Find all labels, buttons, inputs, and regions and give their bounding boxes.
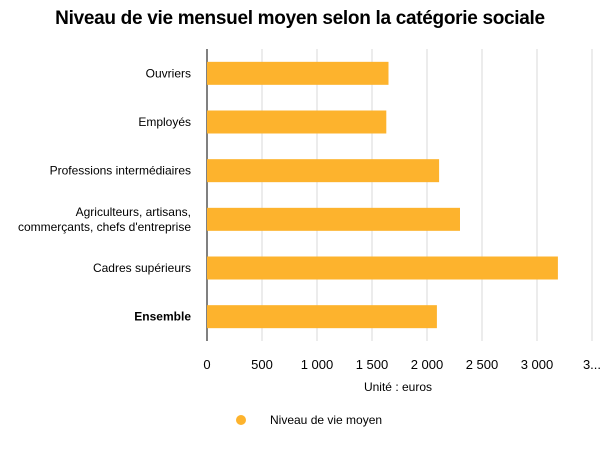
bar — [207, 110, 387, 134]
category-label: Cadres supérieurs — [93, 261, 191, 275]
bar — [207, 159, 440, 183]
x-tick-label: 2 000 — [411, 357, 444, 372]
category-label: Employés — [138, 115, 191, 129]
category-label: Professions intermédiaires — [50, 164, 191, 178]
x-tick-label: 3... — [583, 357, 600, 372]
bar — [207, 305, 437, 329]
legend: Niveau de vie moyen — [236, 413, 382, 427]
legend-label: Niveau de vie moyen — [270, 413, 383, 427]
x-tick-label: 500 — [251, 357, 273, 372]
category-label: Ouvriers — [146, 66, 191, 80]
category-label: Agriculteurs, artisans, — [76, 205, 191, 219]
bar — [207, 256, 558, 280]
category-label: commerçants, chefs d'entreprise — [18, 220, 191, 234]
bar-chart: 0 500 1 000 1 500 2 000 2 500 3 000 3... Unité :… — [18, 49, 600, 394]
x-tick-label: 3 000 — [521, 357, 554, 372]
chart-title: Niveau de vie mensuel moyen selon la cat… — [55, 8, 545, 29]
bar — [207, 61, 389, 85]
legend-marker-niveau-de-vie — [236, 415, 246, 425]
bar — [207, 207, 460, 231]
x-tick-label: 1 000 — [301, 357, 334, 372]
x-tick-label: 2 500 — [466, 357, 499, 372]
x-tick-label: 0 — [203, 357, 210, 372]
x-tick-label: 1 500 — [356, 357, 389, 372]
x-axis-title: Unité : euros — [364, 380, 432, 394]
category-label: Ensemble — [134, 310, 191, 324]
